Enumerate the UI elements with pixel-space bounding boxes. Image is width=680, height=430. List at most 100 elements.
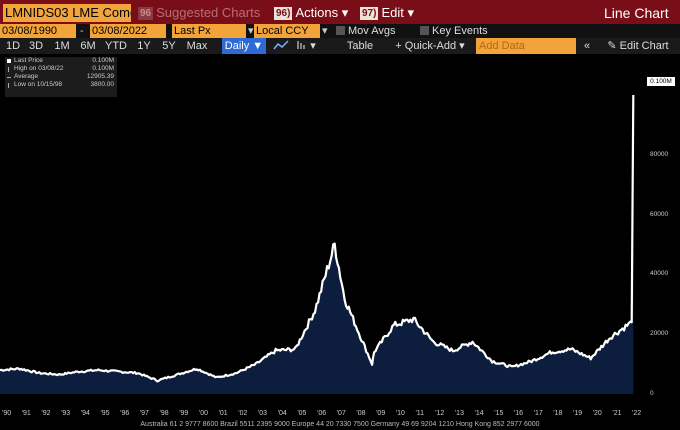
- date-separator: -: [80, 25, 84, 37]
- x-tick-label: '15: [494, 410, 504, 417]
- legend-row: Average 12905.39: [5, 73, 117, 81]
- period-button[interactable]: 1M: [54, 40, 70, 52]
- x-tick-label: '91: [21, 410, 31, 417]
- legend-row: High on 03/08/22 0.100M: [5, 65, 117, 73]
- legend-row: Last Price 0.100M: [5, 57, 117, 65]
- x-tick-label: '19: [572, 410, 583, 417]
- legend-label: High on 03/08/22: [14, 65, 64, 72]
- x-tick-label: '92: [41, 410, 51, 417]
- contact-footer: Australia 61 2 9777 8600 Brazil 5511 239…: [140, 421, 540, 428]
- x-tick-label: '05: [297, 410, 307, 417]
- mov-avgs-toggle[interactable]: Mov Avgs: [334, 24, 414, 38]
- legend-value: 12905.39: [86, 73, 114, 80]
- edit-chart-button[interactable]: ✎ Edit Chart: [596, 38, 680, 54]
- mov-avgs-checkbox-icon[interactable]: [336, 26, 345, 35]
- price-area: [0, 95, 634, 394]
- suggested-charts-number: 96: [138, 7, 154, 20]
- mov-avgs-label: Mov Avgs: [348, 25, 396, 37]
- x-tick-label: '12: [435, 410, 445, 417]
- quick-add-menu[interactable]: + Quick-Add ▾: [395, 40, 465, 52]
- x-tick-label: '21: [612, 410, 622, 417]
- legend-value: 0.100M: [92, 65, 114, 72]
- suggested-charts-label: Suggested Charts: [156, 5, 261, 20]
- period-button[interactable]: 1Y: [137, 40, 151, 52]
- actions-menu[interactable]: 96) Actions ▾: [274, 4, 348, 22]
- style-dropdown-icon[interactable]: ▾: [310, 40, 316, 52]
- x-tick-label: '11: [415, 410, 425, 417]
- legend-low-icon: [8, 83, 9, 88]
- edit-label: Edit ▾: [381, 5, 414, 20]
- x-tick-label: '18: [553, 410, 563, 417]
- line-chart-icon[interactable]: [270, 38, 292, 54]
- key-events-label: Key Events: [432, 25, 488, 37]
- y-tick-label: 40000: [650, 270, 669, 278]
- ticker-field[interactable]: LMNIDS03 LME Comd: [3, 4, 131, 22]
- page-title: Line Chart: [604, 5, 669, 21]
- x-tick-label: '04: [277, 410, 287, 417]
- x-tick-label: '99: [179, 410, 189, 417]
- add-data-input[interactable]: Add Data: [476, 38, 576, 54]
- actions-label: Actions ▾: [295, 5, 349, 20]
- x-tick-label: '03: [257, 410, 268, 417]
- x-tick-label: '09: [376, 410, 386, 417]
- suggested-charts-button[interactable]: 96 Suggested Charts: [138, 4, 268, 22]
- legend-label: Low on 10/15/98: [14, 81, 63, 88]
- y-tick-label: 0: [650, 390, 654, 398]
- x-tick-label: '20: [592, 410, 602, 417]
- edit-menu[interactable]: 97) Edit ▾: [360, 4, 414, 22]
- price-line: [0, 94, 635, 383]
- x-tick-label: '17: [533, 410, 543, 417]
- legend-swatch: [7, 59, 11, 63]
- table-button[interactable]: Table: [346, 40, 374, 52]
- legend-label: Average: [14, 73, 39, 80]
- x-tick-label: '22: [632, 410, 642, 417]
- edit-number: 97): [360, 7, 379, 20]
- x-tick-label: '07: [336, 410, 346, 417]
- x-tick-label: '90: [2, 410, 12, 417]
- x-tick-label: '10: [395, 410, 405, 417]
- chart-legend: Last Price 0.100M High on 03/08/22 0.100M …: [5, 57, 117, 97]
- legend-average-icon: [7, 77, 11, 78]
- interval-select[interactable]: Daily ▼: [222, 38, 266, 54]
- key-events-toggle[interactable]: Key Events: [418, 24, 508, 38]
- x-tick-label: '01: [218, 410, 228, 417]
- x-tick-label: '14: [474, 410, 484, 417]
- edit-chart-label: Edit Chart: [619, 40, 669, 52]
- last-value-marker: 0.100M: [647, 77, 675, 86]
- legend-row: Low on 10/15/98 3800.00: [5, 81, 117, 89]
- period-button[interactable]: 1D: [5, 40, 21, 52]
- x-tick-label: '94: [80, 410, 90, 417]
- x-tick-label: '97: [139, 410, 149, 417]
- y-tick-label: 60000: [650, 210, 669, 218]
- currency-select[interactable]: Local CCY: [254, 24, 320, 38]
- x-tick-label: '16: [513, 410, 524, 417]
- pencil-icon: ✎: [607, 40, 617, 52]
- legend-value: 0.100M: [92, 57, 114, 64]
- x-tick-label: '02: [238, 410, 248, 417]
- collapse-icon[interactable]: «: [583, 40, 591, 52]
- period-button[interactable]: Max: [186, 40, 208, 52]
- legend-value: 3800.00: [90, 81, 115, 88]
- legend-label: Last Price: [14, 57, 43, 64]
- x-tick-label: '13: [454, 410, 464, 417]
- period-button[interactable]: YTD: [105, 40, 127, 52]
- x-tick-label: '00: [198, 410, 209, 417]
- currency-dropdown-icon[interactable]: ▾: [322, 25, 328, 37]
- start-date-field[interactable]: 03/08/1990: [0, 24, 76, 38]
- x-tick-label: '06: [317, 410, 327, 417]
- y-tick-label: 20000: [650, 330, 669, 338]
- field-select[interactable]: Last Px: [172, 24, 246, 38]
- period-button[interactable]: 3D: [28, 40, 44, 52]
- key-events-checkbox-icon[interactable]: [420, 26, 429, 35]
- field-dropdown-icon[interactable]: ▾: [248, 25, 254, 37]
- end-date-field[interactable]: 03/08/2022: [90, 24, 166, 38]
- period-button[interactable]: 5Y: [162, 40, 176, 52]
- y-tick-label: 80000: [650, 150, 669, 158]
- period-button[interactable]: 6M: [80, 40, 96, 52]
- actions-number: 96): [274, 7, 293, 20]
- x-tick-label: '96: [120, 410, 130, 417]
- x-tick-label: '98: [159, 410, 169, 417]
- style-icon[interactable]: [294, 38, 308, 54]
- x-tick-label: '93: [61, 410, 71, 417]
- x-tick-label: '08: [356, 410, 366, 417]
